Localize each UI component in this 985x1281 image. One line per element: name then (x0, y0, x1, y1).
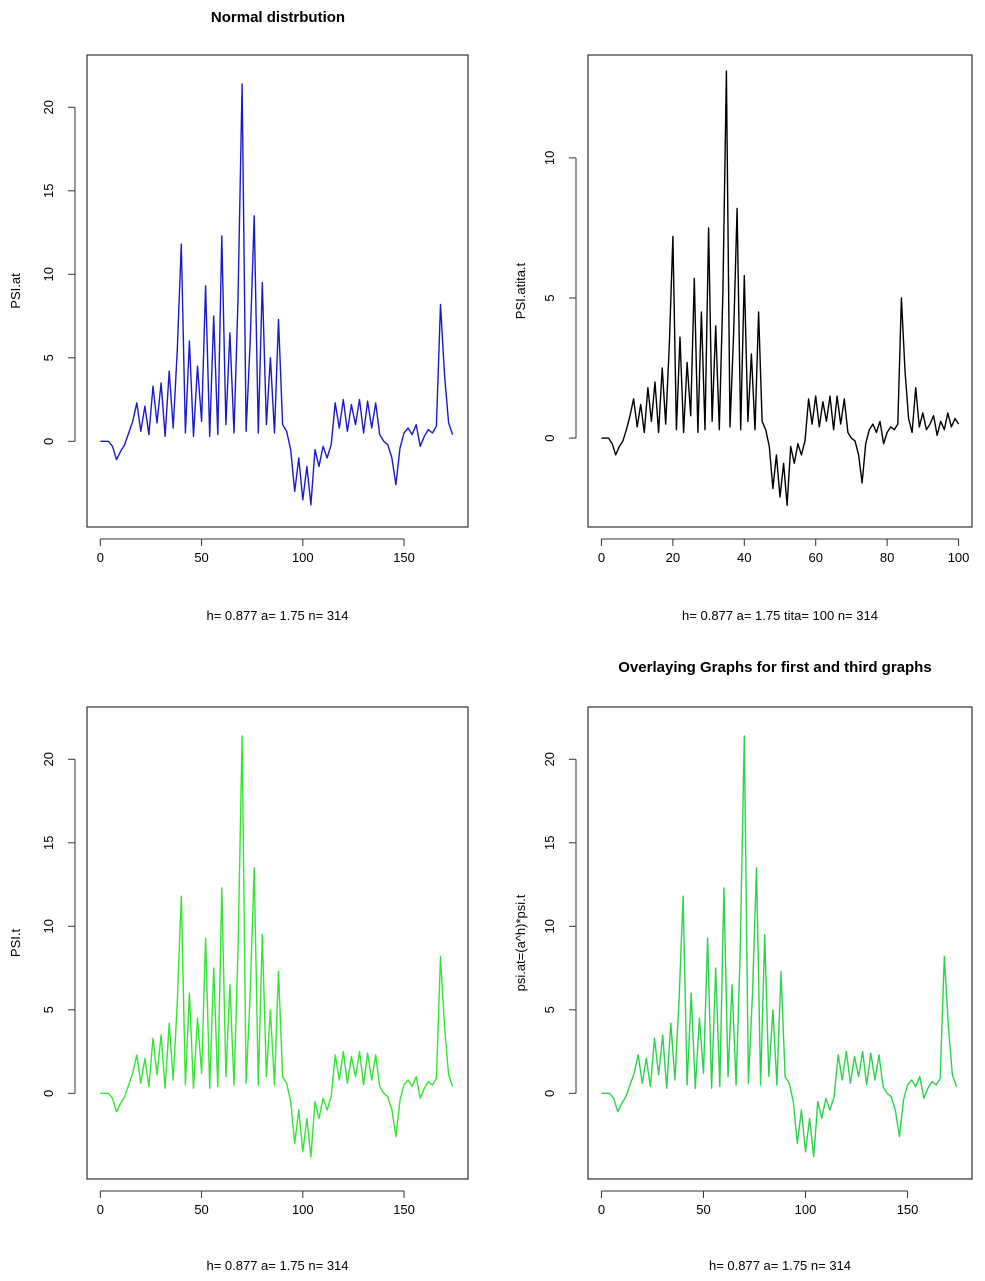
x-tick-label: 0 (598, 550, 605, 565)
x-axis-label: h= 0.877 a= 1.75 n= 314 (206, 608, 348, 623)
x-tick-label: 50 (696, 1202, 710, 1217)
x-axis-label: h= 0.877 a= 1.75 n= 314 (206, 1258, 348, 1273)
plot-frame (587, 706, 973, 1180)
chart-title: Overlaying Graphs for first and third gr… (618, 659, 931, 676)
y-tick-label: 20 (41, 100, 56, 114)
y-tick-label: 15 (542, 836, 557, 850)
plot-frame (86, 54, 469, 528)
chart-title: Normal distrbution (211, 9, 345, 26)
y-tick-label: 0 (41, 1090, 56, 1097)
x-tick-label: 50 (194, 1202, 208, 1217)
series-line (100, 83, 454, 506)
x-axis-label: h= 0.877 a= 1.75 tita= 100 n= 314 (682, 608, 878, 623)
series-line (100, 735, 454, 1158)
x-axis-label: h= 0.877 a= 1.75 n= 314 (709, 1258, 851, 1273)
y-tick-label: 0 (542, 1090, 557, 1097)
y-tick-label: 10 (542, 151, 557, 165)
y-axis-label: PSI.at (8, 273, 23, 309)
y-tick-label: 15 (41, 836, 56, 850)
x-tick-label: 100 (292, 550, 314, 565)
x-tick-label: 100 (795, 1202, 817, 1217)
y-tick-label: 10 (41, 267, 56, 281)
y-axis-label: PSI.atita.t (513, 262, 528, 319)
x-tick-label: 100 (948, 550, 970, 565)
x-tick-label: 150 (393, 1202, 415, 1217)
plot-frame (86, 706, 469, 1180)
panel-psi-atita-t: h= 0.877 a= 1.75 tita= 100 n= 314 PSI.ati… (513, 54, 973, 623)
y-tick-label: 5 (41, 354, 56, 361)
y-tick-label: 5 (542, 1006, 557, 1013)
x-tick-label: 150 (897, 1202, 919, 1217)
x-tick-label: 100 (292, 1202, 314, 1217)
series-line (601, 735, 958, 1158)
x-tick-label: 60 (808, 550, 822, 565)
y-tick-label: 10 (542, 919, 557, 933)
y-tick-label: 15 (41, 184, 56, 198)
y-tick-label: 5 (41, 1006, 56, 1013)
panel-psi-t: h= 0.877 a= 1.75 n= 314 PSI.t 0 50 100 150 0 5 1… (8, 706, 469, 1273)
panel-normal-distribution: Normal distrbution h= 0.877 a= 1.75 n= 31… (8, 9, 469, 623)
y-tick-label: 5 (542, 294, 557, 301)
y-tick-label: 20 (542, 752, 557, 766)
x-tick-label: 40 (737, 550, 751, 565)
y-axis-label: PSI.t (8, 929, 23, 958)
y-tick-label: 20 (41, 752, 56, 766)
series-line (601, 70, 960, 506)
x-tick-label: 0 (97, 550, 104, 565)
panel-overlay: Overlaying Graphs for first and third gr… (513, 659, 973, 1273)
y-axis-label: psi.at=(a^h)*psi.t (513, 894, 528, 991)
x-tick-label: 50 (194, 550, 208, 565)
x-tick-label: 20 (666, 550, 680, 565)
x-tick-label: 0 (97, 1202, 104, 1217)
y-tick-label: 10 (41, 919, 56, 933)
y-tick-label: 0 (41, 438, 56, 445)
x-tick-label: 150 (393, 550, 415, 565)
y-tick-label: 0 (542, 434, 557, 441)
plot-frame (587, 54, 973, 528)
x-tick-label: 80 (880, 550, 894, 565)
x-tick-label: 0 (598, 1202, 605, 1217)
